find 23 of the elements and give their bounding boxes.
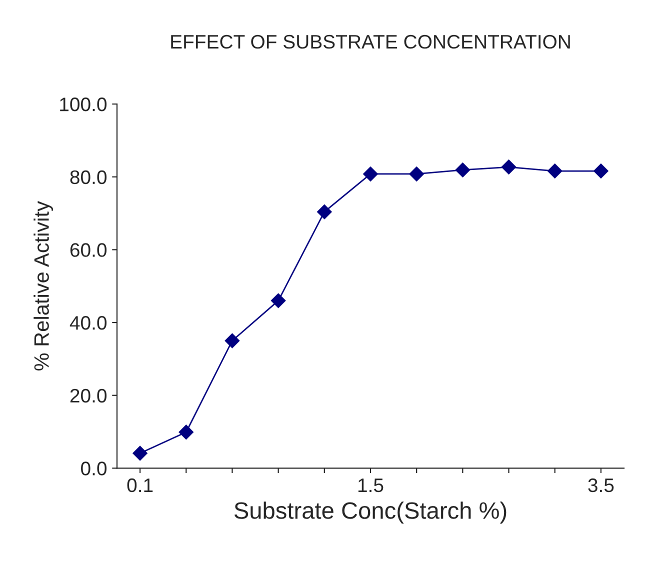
x-tick-label: 0.1 — [127, 478, 153, 492]
y-tick-label: 20.0 — [70, 388, 107, 403]
y-tick-label: 100.0 — [60, 98, 107, 112]
x-tick-label: 3.5 — [588, 478, 614, 492]
point — [178, 424, 194, 440]
point — [224, 333, 240, 348]
point — [455, 162, 470, 178]
y-tick-label: 0.0 — [81, 462, 107, 476]
y-tick-label: 40.0 — [70, 316, 107, 330]
point — [132, 446, 148, 461]
chart-title: EFFECT OF SUBSTRATE CONCENTRATION — [171, 34, 570, 49]
y-axis-title: % Relative Activity — [34, 201, 54, 370]
point — [317, 204, 332, 220]
point — [547, 164, 562, 178]
point — [270, 293, 286, 308]
point — [501, 160, 516, 174]
x-axis-title: Substrate Conc(Starch %) — [234, 502, 506, 524]
y-tick-label: 80.0 — [70, 170, 107, 184]
y-tick-label: 60.0 — [70, 243, 107, 257]
point — [409, 166, 424, 182]
point — [594, 164, 608, 178]
point — [363, 166, 378, 182]
x-tick-label: 1.5 — [358, 478, 384, 492]
